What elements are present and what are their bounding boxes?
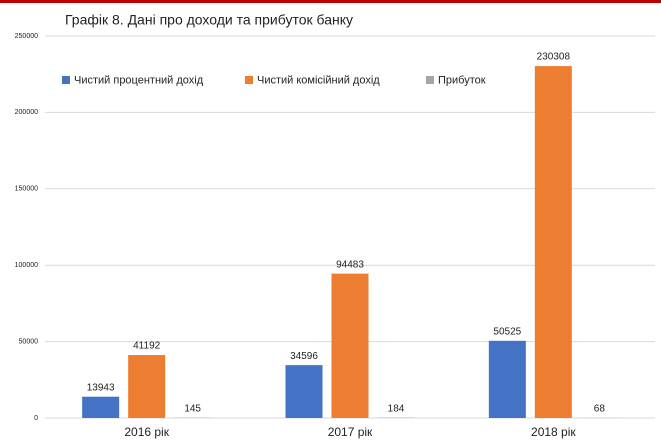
legend-label: Прибуток [438,74,486,86]
legend-label: Чистий процентний дохід [74,74,204,86]
x-tick-label: 2017 рік [328,425,373,439]
legend-label: Чистий комісійний дохід [257,74,380,86]
x-tick-label: 2016 рік [124,425,169,439]
legend-swatch [245,76,253,84]
bar [331,273,369,418]
y-tick-label: 250000 [15,33,38,40]
chart-title: Графік 8. Дані про доходи та прибуток ба… [65,12,353,28]
y-tick-label: 150000 [15,186,38,193]
legend-swatch [426,76,434,84]
y-tick-label: 0 [34,415,38,422]
data-label: 50525 [493,326,521,337]
y-tick-label: 100000 [15,262,38,269]
x-tick-label: 2018 рік [531,425,576,439]
data-label: 34596 [290,351,318,362]
y-tick-label: 50000 [19,338,39,345]
data-label: 68 [594,404,606,415]
top-rule [0,0,661,3]
bar [128,355,166,418]
data-label: 230308 [537,52,571,63]
y-tick-label: 200000 [15,109,38,116]
bar [285,365,323,418]
data-label: 184 [388,403,405,414]
data-label: 145 [184,403,201,414]
bar [82,396,120,418]
data-label: 41192 [133,341,161,352]
legend-swatch [62,76,70,84]
bar [534,66,572,418]
data-label: 94483 [336,259,364,270]
data-label: 13943 [87,382,115,393]
bar [488,340,526,418]
